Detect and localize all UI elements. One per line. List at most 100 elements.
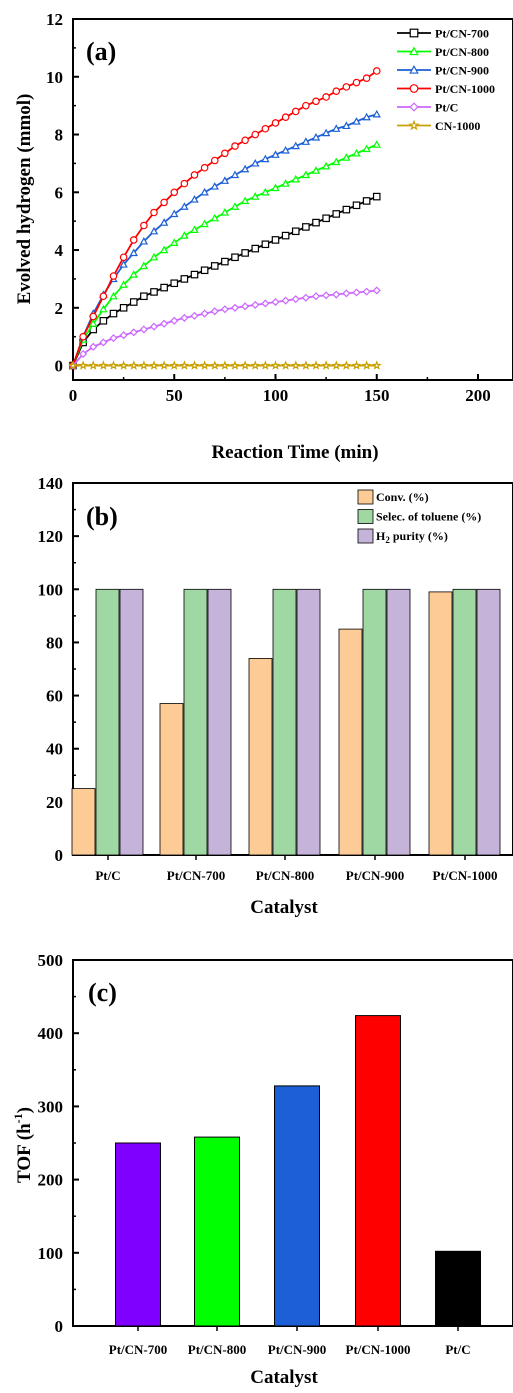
data-point-pt-c <box>261 299 270 308</box>
data-point-pt-cn-900 <box>271 150 280 158</box>
data-point-pt-cn-900 <box>281 145 290 154</box>
data-point-pt-cn-900 <box>200 187 209 196</box>
data-point-pt-cn-700 <box>170 279 179 288</box>
data-point-cn-1000 <box>250 360 261 370</box>
data-point-cn-1000 <box>280 360 291 370</box>
data-point-pt-cn-1000 <box>312 97 320 106</box>
legend-marker <box>408 119 420 131</box>
panel-b-y-tick-label: 100 <box>38 580 64 599</box>
data-point-pt-cn-1000 <box>302 101 310 110</box>
data-point-pt-cn-900 <box>170 209 179 218</box>
data-point-pt-cn-800 <box>210 213 219 222</box>
bar-pt-cn-800 <box>194 1136 240 1327</box>
data-point-pt-cn-1000 <box>190 171 199 179</box>
data-point-pt-cn-700 <box>210 262 219 270</box>
legend-marker <box>409 46 419 56</box>
data-point-pt-cn-700 <box>119 304 128 312</box>
data-point-pt-cn-1000 <box>170 188 179 197</box>
panel-a-x-tick-label: 50 <box>166 386 183 405</box>
data-point-cn-1000 <box>300 360 311 370</box>
panel-c-y-tick-label: 400 <box>38 1024 64 1043</box>
series-pt-c <box>68 286 381 370</box>
data-point-pt-cn-1000 <box>332 87 341 96</box>
data-point-pt-cn-700 <box>372 192 381 201</box>
data-point-pt-cn-900 <box>159 218 169 226</box>
data-point-cn-1000 <box>179 360 190 370</box>
data-point-pt-c <box>220 305 229 314</box>
data-point-pt-c <box>352 288 361 297</box>
legend-swatch <box>357 528 374 544</box>
legend-item-pt-c: Pt/C <box>397 101 458 115</box>
legend-item-selec-of-toluene: Selec. of toluene (%) <box>357 509 481 524</box>
data-point-pt-cn-1000 <box>362 74 371 83</box>
panel-c-x-tick-label: Pt/CN-1000 <box>346 1342 411 1357</box>
data-point-pt-c <box>190 311 199 320</box>
data-point-pt-cn-900 <box>180 202 189 210</box>
data-point-cn-1000 <box>240 360 251 370</box>
data-point-pt-c <box>301 293 310 302</box>
data-point-pt-cn-700 <box>160 283 168 292</box>
series-pt-cn-800 <box>68 140 381 369</box>
data-point-cn-1000 <box>351 360 362 370</box>
bar-pt-c <box>435 1250 481 1327</box>
data-point-pt-cn-1000 <box>372 67 381 75</box>
data-point-pt-cn-1000 <box>200 163 209 172</box>
data-point-cn-1000 <box>219 360 230 370</box>
data-point-pt-cn-700 <box>129 298 138 306</box>
panel-b-bars <box>71 588 501 856</box>
data-point-pt-cn-800 <box>261 187 270 196</box>
data-point-pt-c <box>271 297 280 307</box>
data-point-pt-cn-700 <box>140 292 148 301</box>
panel-c-x-axis-title: Catalyst <box>250 1367 318 1388</box>
bar-h2-purity-pt-c <box>119 588 144 856</box>
panel-b-y-tick-label: 20 <box>46 793 63 812</box>
data-point-pt-cn-700 <box>190 270 199 279</box>
legend-label: Pt/CN-900 <box>435 64 489 78</box>
data-point-cn-1000 <box>189 360 200 370</box>
series-line-pt-cn-700 <box>72 195 378 366</box>
panel-b-x-axis-title: Catalyst <box>250 897 318 918</box>
data-point-pt-cn-900 <box>311 132 321 141</box>
panel-a-series <box>68 67 382 370</box>
bar-h2-purity-pt-cn-800 <box>296 588 321 856</box>
legend-label-sub: 2 <box>385 535 390 545</box>
data-point-pt-c <box>149 322 159 331</box>
data-point-pt-c <box>129 328 138 337</box>
panel-a-plot-frame <box>72 18 513 381</box>
panel-a-x-tick-label: 200 <box>465 386 491 405</box>
data-point-pt-cn-800 <box>170 238 179 246</box>
data-point-cn-1000 <box>118 360 129 370</box>
data-point-pt-cn-900 <box>240 164 250 173</box>
data-point-cn-1000 <box>108 360 119 370</box>
legend-item-h2-purity: H2 purity (%) <box>357 528 448 545</box>
data-point-pt-c <box>291 295 300 304</box>
panel-c-y-axis-title-sup: -1 <box>11 1113 25 1123</box>
panel-c-bar-chart: 0 100 200 300 400 500 Pt/CN-700 Pt/CN-800 Pt/CN-… <box>11 951 513 1388</box>
data-point-cn-1000 <box>290 360 301 370</box>
data-point-pt-cn-900 <box>129 248 138 257</box>
data-point-cn-1000 <box>311 360 321 370</box>
data-point-pt-cn-700 <box>261 240 270 249</box>
data-point-pt-cn-800 <box>139 261 149 270</box>
data-point-pt-cn-700 <box>231 253 239 262</box>
data-point-pt-c <box>210 307 219 316</box>
data-point-cn-1000 <box>371 360 382 370</box>
data-point-pt-cn-700 <box>352 201 361 210</box>
legend-item-pt-cn-1000: Pt/CN-1000 <box>397 82 495 96</box>
data-point-pt-cn-800 <box>271 183 280 192</box>
legend-swatch <box>357 509 374 524</box>
legend-marker <box>409 64 419 74</box>
data-point-pt-cn-800 <box>129 270 138 278</box>
data-point-pt-c <box>89 342 98 351</box>
panel-a-axis-ticks: 0 50 100 150 200 0 2 4 6 8 10 12 <box>46 10 491 405</box>
data-point-pt-cn-1000 <box>180 179 189 188</box>
data-point-pt-cn-1000 <box>322 93 330 101</box>
panel-b-legend: Conv. (%) Selec. of toluene (%) H2 purity … <box>357 489 481 545</box>
panel-a-x-axis-title: Reaction Time (min) <box>211 442 378 463</box>
panel-b-x-tick-label: Pt/CN-1000 <box>433 868 498 883</box>
data-point-pt-cn-700 <box>241 249 249 257</box>
panel-b-y-tick-label: 120 <box>38 527 64 546</box>
data-point-pt-cn-700 <box>362 197 371 205</box>
